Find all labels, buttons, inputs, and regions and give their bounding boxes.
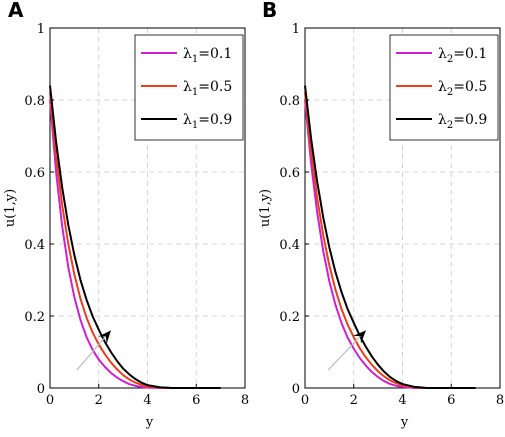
x-tick-label: 4 (143, 393, 151, 408)
x-tick-label: 0 (301, 393, 309, 408)
panel-B: 0 2 4 6 800.20.40.60.81yu(1,y)Bλ2=0.1λ2=0.5λ… (258, 0, 504, 430)
trend-arrow-head (98, 330, 111, 344)
series-line-3 (304, 85, 476, 389)
y-tick-label: 0.8 (24, 94, 45, 109)
y-tick-label: 0.4 (24, 238, 45, 253)
legend-entry: λ1=0.9 (183, 112, 232, 131)
legend-entry: λ1=0.5 (183, 79, 232, 98)
legend: λ2=0.1 λ2=0.5 λ2=0.9 (389, 34, 499, 141)
y-axis-label: u(1,y) (258, 189, 273, 227)
x-tick-label: 6 (192, 393, 200, 408)
legend-entry: λ2=0.5 (438, 79, 487, 98)
series-line-3 (49, 85, 221, 389)
x-tick-label: 0 (46, 393, 54, 408)
x-tick-label: 2 (350, 393, 358, 408)
y-axis-label: u(1,y) (3, 189, 18, 227)
y-tick-label: 1 (37, 22, 45, 37)
x-tick-label: 6 (447, 393, 455, 408)
x-tick-label: 8 (241, 393, 249, 408)
y-tick-label: 0.6 (279, 166, 300, 181)
y-tick-label: 1 (292, 22, 300, 37)
trend-arrow-head (352, 330, 366, 344)
y-tick-label: 0.6 (24, 166, 45, 181)
y-tick-label: 0.4 (279, 238, 300, 253)
panel-label: B (262, 0, 277, 22)
legend-entry: λ1=0.1 (183, 46, 232, 65)
x-tick-label: 8 (496, 393, 504, 408)
legend: λ1=0.1 λ1=0.5 λ1=0.9 (134, 34, 244, 141)
x-tick-label: 2 (95, 393, 103, 408)
x-axis-label: y (145, 415, 154, 430)
legend-entry: λ2=0.9 (438, 112, 487, 131)
y-tick-label: 0.2 (24, 310, 45, 325)
x-tick-label: 4 (398, 393, 406, 408)
y-tick-label: 0.2 (279, 310, 300, 325)
y-tick-label: 0 (292, 382, 300, 397)
y-tick-label: 0.8 (279, 94, 300, 109)
panel-label: A (8, 0, 24, 22)
y-tick-label: 0 (37, 382, 45, 397)
trend-arrow-shaft (76, 330, 112, 371)
legend-entry: λ2=0.1 (438, 46, 487, 65)
x-axis-label: y (400, 415, 409, 430)
panel-A: 0 2 4 6 800.20.40.60.81yu(1,y)Aλ1=0.1λ1=0.5λ… (3, 0, 249, 430)
trend-arrow-shaft (327, 329, 367, 371)
